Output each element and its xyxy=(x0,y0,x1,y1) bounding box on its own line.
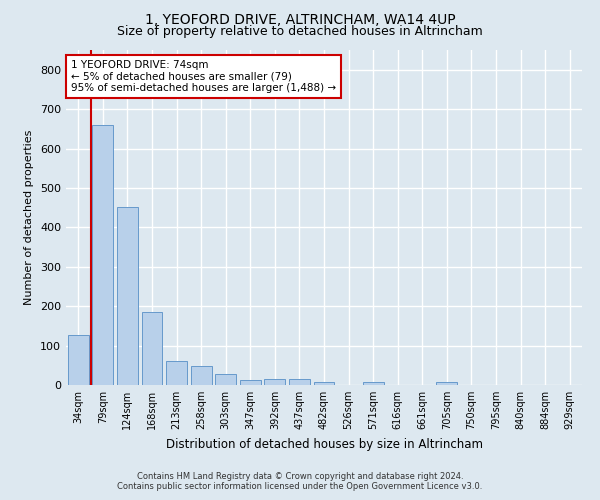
Bar xyxy=(436,382,457,385)
Bar xyxy=(117,207,138,385)
Bar xyxy=(362,382,383,385)
Bar xyxy=(265,379,286,385)
Bar xyxy=(240,380,261,385)
Bar xyxy=(215,374,236,385)
X-axis label: Distribution of detached houses by size in Altrincham: Distribution of detached houses by size … xyxy=(166,438,482,450)
Bar xyxy=(314,382,334,385)
Text: 1 YEOFORD DRIVE: 74sqm
← 5% of detached houses are smaller (79)
95% of semi-deta: 1 YEOFORD DRIVE: 74sqm ← 5% of detached … xyxy=(71,60,336,93)
Text: Contains HM Land Registry data © Crown copyright and database right 2024.
Contai: Contains HM Land Registry data © Crown c… xyxy=(118,472,482,491)
Text: Size of property relative to detached houses in Altrincham: Size of property relative to detached ho… xyxy=(117,25,483,38)
Y-axis label: Number of detached properties: Number of detached properties xyxy=(25,130,34,305)
Bar xyxy=(289,379,310,385)
Bar xyxy=(142,312,163,385)
Text: 1, YEOFORD DRIVE, ALTRINCHAM, WA14 4UP: 1, YEOFORD DRIVE, ALTRINCHAM, WA14 4UP xyxy=(145,12,455,26)
Bar xyxy=(166,360,187,385)
Bar xyxy=(191,366,212,385)
Bar xyxy=(92,125,113,385)
Bar xyxy=(68,335,89,385)
